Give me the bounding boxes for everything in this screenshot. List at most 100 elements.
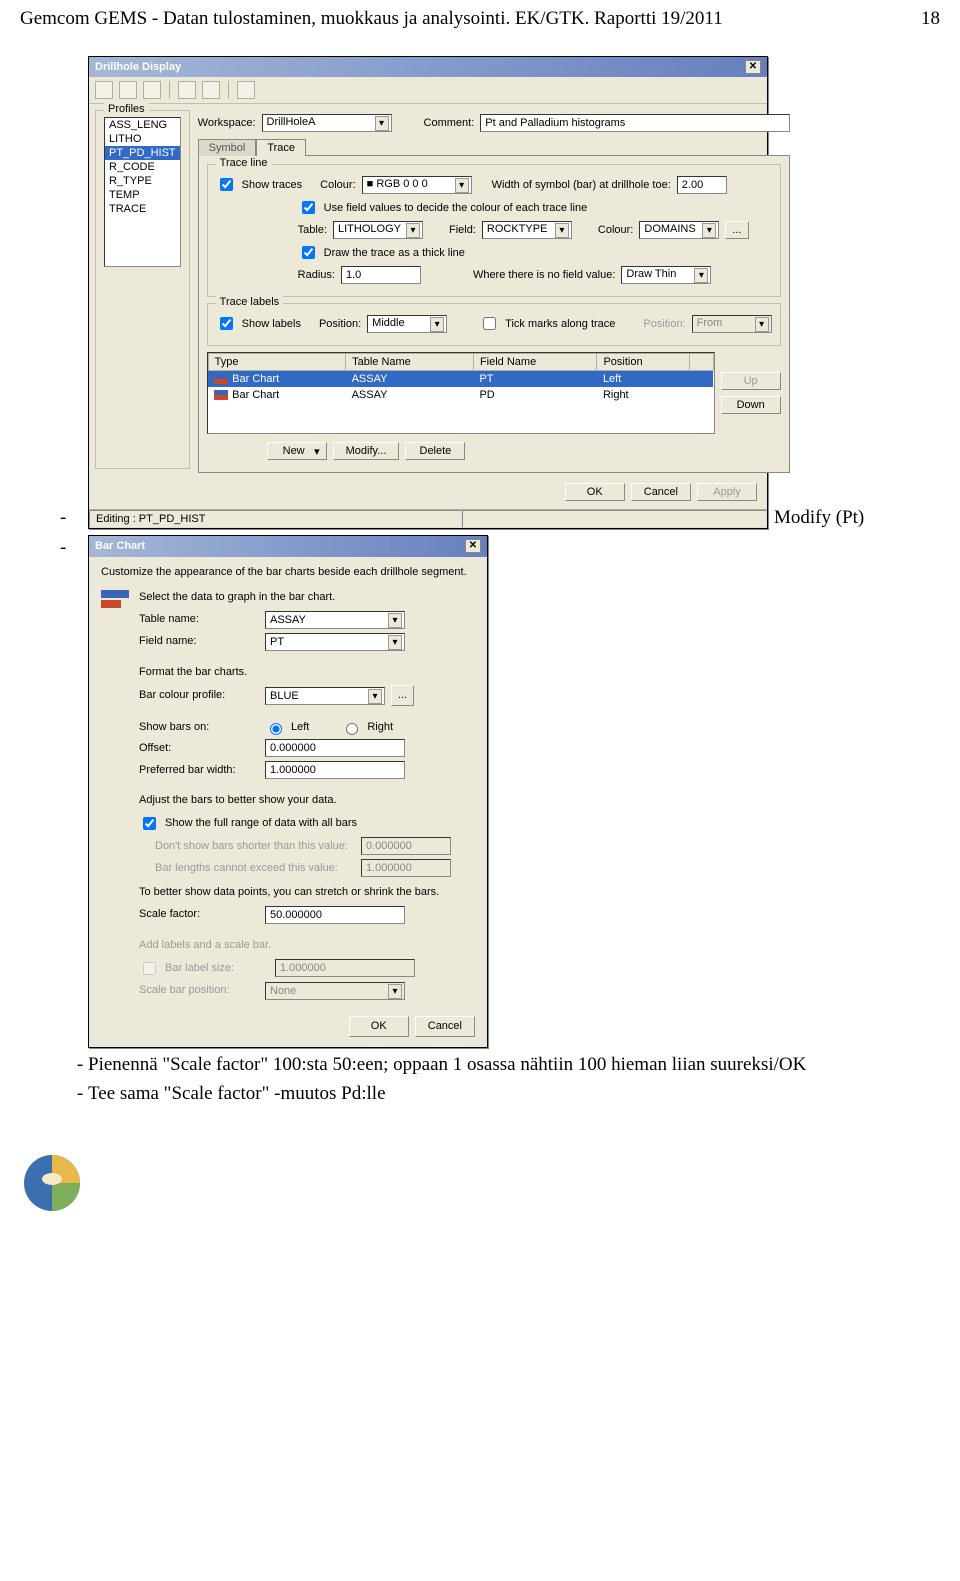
barlabel-checkbox [143, 962, 156, 975]
toolbar-icon[interactable] [178, 81, 196, 99]
offset-input[interactable] [265, 739, 405, 757]
profiles-listbox[interactable]: ASS_LENGLITHOPT_PD_HISTR_CODER_TYPETEMPT… [104, 117, 181, 267]
use-field-values-checkbox[interactable] [302, 201, 315, 214]
fieldname-combo[interactable]: PT [265, 633, 405, 651]
profile-item[interactable]: TRACE [105, 202, 180, 216]
barchart-ok-button[interactable]: OK [349, 1016, 409, 1037]
table-row[interactable]: Bar ChartASSAYPTLeft [208, 371, 713, 388]
field-combo[interactable]: ROCKTYPE [482, 221, 572, 239]
delete-button[interactable]: Delete [405, 442, 465, 460]
grid-header[interactable]: Field Name [473, 354, 596, 371]
new-label: New [283, 445, 305, 457]
drillhole-display-dialog: Drillhole Display ✕ Profiles ASS_LENGLIT… [88, 56, 768, 529]
close-icon[interactable]: ✕ [745, 60, 761, 74]
profile-item[interactable]: TEMP [105, 188, 180, 202]
profile-item[interactable]: R_CODE [105, 160, 180, 174]
drillhole-titlebar[interactable]: Drillhole Display ✕ [89, 57, 767, 77]
fieldname-label: Field name: [139, 634, 259, 649]
radius-input[interactable] [341, 266, 421, 284]
comment-input[interactable] [480, 114, 789, 132]
barchart-cancel-button[interactable]: Cancel [415, 1016, 475, 1037]
sec3-text: Adjust the bars to better show your data… [139, 793, 475, 808]
comment-label: Comment: [424, 117, 475, 129]
colour2-combo[interactable]: DOMAINS [639, 221, 719, 239]
toolbar-icon[interactable] [119, 81, 137, 99]
close-icon[interactable]: ✕ [465, 539, 481, 553]
use-field-values-label: Use field values to decide the colour of… [324, 202, 588, 214]
prefwidth-label: Preferred bar width: [139, 763, 259, 778]
tablename-label: Table name: [139, 612, 259, 627]
profile-item[interactable]: PT_PD_HIST [105, 146, 180, 160]
dontshow-label: Don't show bars shorter than this value: [155, 839, 355, 854]
tickmarks-label: Tick marks along trace [505, 318, 615, 330]
colour-label: Colour: [320, 179, 355, 191]
toolbar-icon[interactable] [95, 81, 113, 99]
down-button[interactable]: Down [721, 396, 781, 414]
note-bullet-2: Pienennä "Scale factor" 100:sta 50:een; … [88, 1052, 940, 1078]
left-radio-label: Left [291, 720, 309, 735]
tab-trace[interactable]: Trace [256, 139, 306, 156]
colour2-browse-button[interactable]: ... [725, 221, 748, 239]
width-input[interactable] [677, 176, 727, 194]
toolbar-icon[interactable] [143, 81, 161, 99]
position-label: Position: [319, 318, 361, 330]
profile-item[interactable]: LITHO [105, 132, 180, 146]
barchart-titlebar[interactable]: Bar Chart ✕ [89, 536, 487, 557]
note-bullet-3: Tee sama "Scale factor" -muutos Pd:lle [88, 1081, 940, 1107]
workspace-combo[interactable]: DrillHoleA [262, 114, 392, 132]
new-button[interactable]: New ▾ [267, 442, 327, 460]
tickmarks-checkbox[interactable] [483, 317, 496, 330]
barchart-title: Bar Chart [95, 539, 145, 554]
up-button[interactable]: Up [721, 372, 781, 390]
ok-button[interactable]: OK [565, 483, 625, 501]
scale-label: Scale factor: [139, 907, 259, 922]
radius-label: Radius: [298, 269, 335, 281]
draw-thick-checkbox[interactable] [302, 246, 315, 259]
scale-input[interactable] [265, 906, 405, 924]
bullet-dash: - [60, 535, 88, 1048]
barlength-label: Bar lengths cannot exceed this value: [155, 861, 355, 876]
draw-thick-label: Draw the trace as a thick line [324, 247, 465, 259]
tab-symbol[interactable]: Symbol [198, 139, 257, 156]
scalebarpos-combo: None [265, 982, 405, 1000]
right-radio[interactable] [346, 723, 358, 735]
sec4-text: Add labels and a scale bar. [139, 938, 475, 953]
grid-header[interactable]: Position [597, 354, 690, 371]
workspace-label: Workspace: [198, 117, 256, 129]
barlabel-input [275, 959, 415, 977]
traceline-legend: Trace line [216, 157, 272, 169]
show-labels-checkbox[interactable] [220, 317, 233, 330]
table-row[interactable]: Bar ChartASSAYPDRight [208, 387, 713, 403]
grid-header[interactable]: Table Name [346, 354, 474, 371]
show-traces-label: Show traces [242, 179, 303, 191]
barchart-dialog: Bar Chart ✕ Customize the appearance of … [88, 535, 488, 1048]
apply-button[interactable]: Apply [697, 483, 757, 501]
profiles-legend: Profiles [104, 103, 149, 115]
toolbar-separator [228, 81, 229, 99]
profile-item[interactable]: R_TYPE [105, 174, 180, 188]
no-field-label: Where there is no field value: [473, 269, 615, 281]
trace-colour-combo[interactable]: ■ RGB 0 0 0 [362, 176, 472, 194]
cancel-button[interactable]: Cancel [631, 483, 691, 501]
left-radio[interactable] [270, 723, 282, 735]
position-combo[interactable]: Middle [367, 315, 447, 333]
fullrange-checkbox[interactable] [143, 817, 156, 830]
tracelabels-legend: Trace labels [216, 296, 284, 308]
scalebarpos-label: Scale bar position: [139, 983, 259, 998]
dontshow-input [361, 837, 451, 855]
profile-item[interactable]: ASS_LENG [105, 118, 180, 132]
tablename-combo[interactable]: ASSAY [265, 611, 405, 629]
barcolour-label: Bar colour profile: [139, 688, 259, 703]
prefwidth-input[interactable] [265, 761, 405, 779]
doc-header-left: Gemcom GEMS - Datan tulostaminen, muokka… [20, 8, 723, 30]
grid-header[interactable]: Type [208, 354, 345, 371]
barcolour-browse-button[interactable]: ... [391, 685, 414, 706]
modify-button[interactable]: Modify... [333, 442, 400, 460]
toolbar-icon[interactable] [202, 81, 220, 99]
barcolour-combo[interactable]: BLUE [265, 687, 385, 705]
toolbar-icon[interactable] [237, 81, 255, 99]
trace-grid[interactable]: TypeTable NameField NamePositionBar Char… [207, 352, 715, 434]
show-traces-checkbox[interactable] [220, 178, 233, 191]
no-field-combo[interactable]: Draw Thin [621, 266, 711, 284]
table-combo[interactable]: LITHOLOGY [333, 221, 423, 239]
